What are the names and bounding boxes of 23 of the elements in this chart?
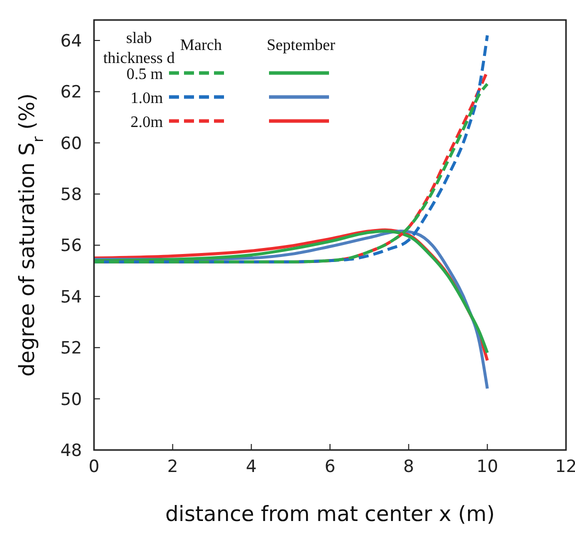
y-tick-label: 56 bbox=[60, 236, 82, 256]
annotation: September bbox=[266, 37, 336, 54]
legend-title: slab thickness d bbox=[103, 30, 175, 67]
y-tick-label: 54 bbox=[60, 287, 82, 308]
legend-label: 0.5 m bbox=[126, 66, 164, 83]
legend-label: 1.0m bbox=[130, 90, 164, 107]
x-axis-title: distance from mat center x (m) bbox=[165, 502, 495, 526]
x-tick-label: 2 bbox=[167, 457, 178, 477]
y-tick-label: 60 bbox=[60, 134, 82, 154]
x-tick-label: 12 bbox=[555, 457, 575, 477]
y-tick-label: 48 bbox=[60, 441, 82, 461]
legend-label: 2.0m bbox=[130, 114, 164, 131]
annotation: March bbox=[180, 37, 222, 54]
x-tick-label: 10 bbox=[476, 457, 498, 477]
y-tick-label: 64 bbox=[60, 31, 82, 52]
y-tick-label: 52 bbox=[60, 338, 82, 359]
x-tick-label: 4 bbox=[246, 457, 257, 477]
x-tick-label: 8 bbox=[403, 457, 414, 477]
y-tick-label: 50 bbox=[60, 390, 82, 410]
x-tick-label: 6 bbox=[324, 457, 336, 477]
y-tick-label: 62 bbox=[60, 82, 82, 103]
y-tick-label: 58 bbox=[60, 185, 82, 206]
x-tick-label: 0 bbox=[88, 457, 100, 477]
